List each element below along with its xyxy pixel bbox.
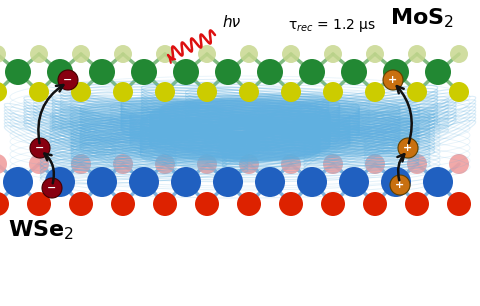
Circle shape: [450, 45, 468, 63]
Circle shape: [29, 82, 49, 102]
Text: MoS$_2$: MoS$_2$: [390, 6, 454, 30]
Circle shape: [240, 45, 258, 63]
Circle shape: [239, 154, 259, 174]
Circle shape: [30, 138, 50, 158]
Circle shape: [365, 82, 385, 102]
Text: τ$_{rec}$ = 1.2 μs: τ$_{rec}$ = 1.2 μs: [288, 17, 376, 33]
Circle shape: [114, 45, 132, 63]
Text: WSe$_2$: WSe$_2$: [8, 218, 74, 242]
Circle shape: [87, 167, 117, 197]
Circle shape: [405, 192, 429, 216]
Circle shape: [339, 167, 369, 197]
Circle shape: [131, 59, 157, 85]
Circle shape: [71, 82, 91, 102]
Circle shape: [383, 70, 403, 90]
Circle shape: [215, 59, 241, 85]
Circle shape: [29, 154, 49, 174]
Circle shape: [71, 154, 91, 174]
Circle shape: [153, 192, 177, 216]
Circle shape: [383, 59, 409, 85]
Circle shape: [255, 167, 285, 197]
Circle shape: [0, 154, 7, 174]
Circle shape: [365, 154, 385, 174]
Circle shape: [282, 45, 300, 63]
Text: hν: hν: [222, 14, 240, 29]
Text: −: −: [36, 143, 45, 153]
Circle shape: [3, 167, 33, 197]
Circle shape: [407, 82, 427, 102]
Circle shape: [195, 192, 219, 216]
Circle shape: [0, 82, 7, 102]
Circle shape: [447, 192, 471, 216]
Text: −: −: [48, 183, 57, 193]
Circle shape: [237, 192, 261, 216]
Circle shape: [323, 82, 343, 102]
Circle shape: [324, 45, 342, 63]
Circle shape: [129, 167, 159, 197]
Circle shape: [213, 167, 243, 197]
Circle shape: [239, 82, 259, 102]
Circle shape: [281, 82, 301, 102]
Circle shape: [281, 154, 301, 174]
Text: −: −: [63, 75, 72, 85]
Circle shape: [72, 45, 90, 63]
Circle shape: [299, 59, 325, 85]
Circle shape: [423, 167, 453, 197]
Text: +: +: [396, 180, 405, 190]
Circle shape: [69, 192, 93, 216]
Circle shape: [407, 154, 427, 174]
Circle shape: [113, 82, 133, 102]
Circle shape: [341, 59, 367, 85]
Text: +: +: [388, 75, 397, 85]
Circle shape: [198, 45, 216, 63]
Circle shape: [363, 192, 387, 216]
Circle shape: [155, 154, 175, 174]
Circle shape: [449, 154, 469, 174]
Circle shape: [449, 82, 469, 102]
Circle shape: [47, 59, 73, 85]
Circle shape: [321, 192, 345, 216]
Circle shape: [0, 192, 9, 216]
Circle shape: [171, 167, 201, 197]
Circle shape: [173, 59, 199, 85]
Circle shape: [381, 167, 411, 197]
Circle shape: [42, 178, 62, 198]
Circle shape: [89, 59, 115, 85]
Circle shape: [30, 45, 48, 63]
Circle shape: [58, 70, 78, 90]
Circle shape: [27, 192, 51, 216]
Circle shape: [45, 167, 75, 197]
Circle shape: [408, 45, 426, 63]
Circle shape: [0, 45, 6, 63]
Circle shape: [197, 154, 217, 174]
Circle shape: [257, 59, 283, 85]
Circle shape: [398, 138, 418, 158]
Circle shape: [197, 82, 217, 102]
Circle shape: [425, 59, 451, 85]
Circle shape: [366, 45, 384, 63]
Circle shape: [155, 82, 175, 102]
Circle shape: [5, 59, 31, 85]
Text: +: +: [403, 143, 413, 153]
Circle shape: [156, 45, 174, 63]
Circle shape: [297, 167, 327, 197]
Circle shape: [111, 192, 135, 216]
Circle shape: [390, 175, 410, 195]
Circle shape: [113, 154, 133, 174]
Circle shape: [323, 154, 343, 174]
Circle shape: [279, 192, 303, 216]
